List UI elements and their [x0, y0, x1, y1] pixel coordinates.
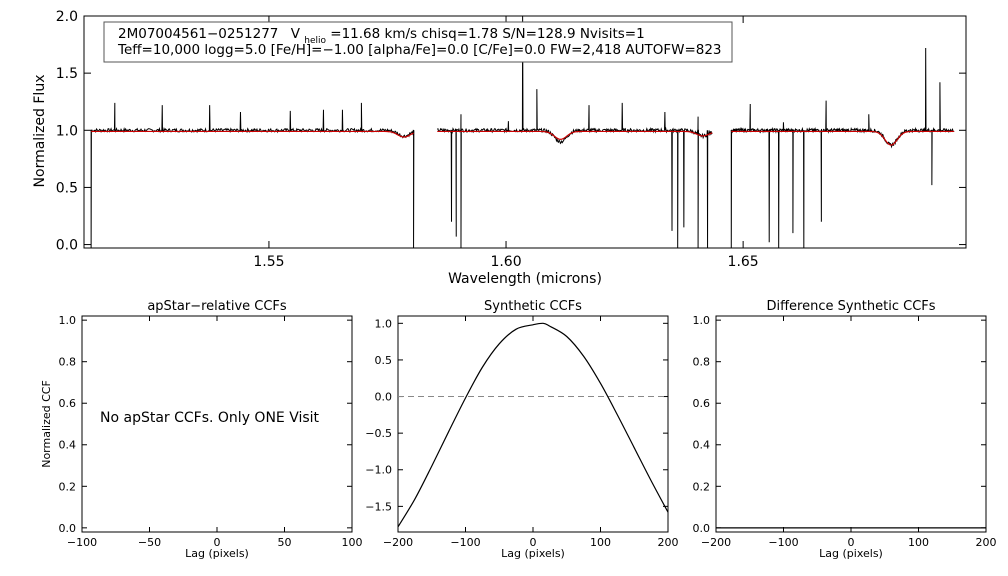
synthetic-ccf-y-tick-label: 0.5 [375, 354, 393, 367]
synthetic-ccf-x-tick-label: 200 [658, 536, 679, 549]
apstar-ccf-x-tick-label: 0 [214, 536, 221, 549]
spectrum-x-tick-label: 1.55 [253, 254, 284, 270]
synthetic-ccf-title: Synthetic CCFs [484, 299, 582, 314]
apstar-ccf-title: apStar−relative CCFs [147, 299, 287, 314]
velocity-symbol: V [291, 26, 301, 42]
apstar-ccf-x-tick-label: 100 [342, 536, 363, 549]
spectrum-x-tick-label: 1.65 [728, 254, 759, 270]
synthetic-ccf-panel: Synthetic CCFs −200 −100 0 100 200 −1.5 −1.0 −0… [365, 299, 678, 560]
apstar-ccf-x-tick-label: 50 [278, 536, 292, 549]
synthetic-ccf-x-tick-label: −100 [450, 536, 480, 549]
difference-ccf-y-tick-label: 0.8 [693, 356, 711, 369]
difference-ccf-x-tick-label: −200 [701, 536, 731, 549]
difference-ccf-title: Difference Synthetic CCFs [766, 299, 935, 314]
difference-ccf-panel: Difference Synthetic CCFs −200 −100 0 100 20… [693, 299, 997, 560]
synthetic-ccf-y-tick-label: −1.0 [365, 464, 392, 477]
info-box-frame [103, 21, 733, 63]
synthetic-ccf-x-tick-label: 0 [530, 536, 537, 549]
synthetic-ccf-x-tick-label: 100 [590, 536, 611, 549]
synthetic-ccf-line [397, 322, 669, 528]
model-spectrum-line [437, 130, 713, 141]
info-box-line-1: 2M07004561−0251277 V helio =11.68 km/s c… [118, 26, 645, 47]
spectrum-axes: 1.55 1.60 1.65 0.0 0.5 1.0 1.5 2.0 [56, 9, 966, 270]
spectrum-y-tick-label: 0.0 [56, 238, 78, 254]
synthetic-ccf-y-tick-label: 1.0 [375, 317, 393, 330]
spectrum-info-box: 2M07004561−0251277 V helio =11.68 km/s c… [103, 21, 733, 63]
synthetic-ccf-y-tick-label: −1.5 [365, 500, 392, 513]
velocity-subscript: helio [304, 36, 326, 46]
difference-ccf-frame [715, 315, 987, 533]
apstar-ccf-y-label: Normalized CCF [40, 380, 53, 468]
spectrum-y-tick-label: 1.0 [56, 123, 78, 139]
difference-ccf-axes: −200 −100 0 100 200 0.0 0.2 0.4 0.6 0.8 1.0 [693, 314, 997, 549]
difference-ccf-x-label: Lag (pixels) [819, 547, 883, 560]
spectrum-x-tick-label: 1.60 [490, 254, 521, 270]
velocity-stats: =11.68 km/s chisq=1.78 S/N=128.9 Nvisits… [330, 26, 644, 42]
apstar-ccf-y-tick-label: 0.6 [59, 397, 77, 410]
observed-spectrum-line [90, 102, 415, 249]
synthetic-ccf-y-tick-label: 0.0 [375, 391, 393, 404]
apstar-ccf-y-tick-label: 0.2 [59, 480, 77, 493]
apstar-ccf-x-label: Lag (pixels) [185, 547, 249, 560]
spectrum-data [90, 15, 955, 249]
apstar-ccf-x-tick-label: −100 [67, 536, 97, 549]
info-box-line-2: Teff=10,000 logg=5.0 [Fe/H]=−1.00 [alpha… [117, 42, 722, 58]
difference-ccf-y-tick-label: 0.2 [693, 480, 711, 493]
apstar-ccf-panel: apStar−relative CCFs −100 −50 0 50 100 0.0 0.2… [40, 299, 363, 560]
synthetic-ccf-frame [397, 315, 669, 533]
synthetic-ccf-x-tick-label: −200 [383, 536, 413, 549]
synthetic-ccf-y-tick-label: −0.5 [365, 427, 392, 440]
apstar-ccf-y-tick-label: 0.0 [59, 522, 77, 535]
synthetic-ccf-data [397, 322, 669, 528]
difference-ccf-x-tick-label: 200 [976, 536, 997, 549]
difference-ccf-x-tick-label: 100 [908, 536, 929, 549]
synthetic-ccf-axes: −200 −100 0 100 200 −1.5 −1.0 −0.5 0.0 0.5 1.0 [365, 316, 679, 549]
difference-ccf-y-tick-label: 1.0 [693, 314, 711, 327]
model-spectrum-line [91, 130, 414, 138]
spectrum-x-label: Wavelength (microns) [448, 271, 602, 287]
apstar-ccf-y-tick-label: 0.8 [59, 356, 77, 369]
observed-spectrum-line [730, 47, 955, 249]
spectrum-y-tick-label: 0.5 [56, 180, 78, 196]
apstar-ccf-y-tick-label: 1.0 [59, 314, 77, 327]
difference-ccf-y-tick-label: 0.4 [693, 439, 711, 452]
spectrum-panel: 1.55 1.60 1.65 0.0 0.5 1.0 1.5 2.0 Wavelength (… [32, 9, 967, 287]
difference-ccf-y-tick-label: 0.0 [693, 522, 711, 535]
star-id: 2M07004561−0251277 [118, 26, 278, 42]
spectrum-y-label: Normalized Flux [32, 75, 48, 188]
apstar-ccf-annotation: No apStar CCFs. Only ONE Visit [100, 410, 320, 426]
apstar-ccf-axes: −100 −50 0 50 100 0.0 0.2 0.4 0.6 0.8 1.0 [59, 314, 363, 549]
difference-ccf-x-tick-label: −100 [768, 536, 798, 549]
apstar-ccf-y-tick-label: 0.4 [59, 439, 77, 452]
difference-ccf-x-tick-label: 0 [848, 536, 855, 549]
apstar-ccf-x-tick-label: −50 [138, 536, 161, 549]
spectrum-frame [83, 15, 967, 249]
difference-ccf-y-tick-label: 0.6 [693, 397, 711, 410]
model-spectrum-line [731, 130, 955, 146]
spectrum-y-tick-label: 2.0 [56, 9, 78, 25]
synthetic-ccf-x-label: Lag (pixels) [501, 547, 565, 560]
spectrum-y-tick-label: 1.5 [56, 66, 78, 82]
